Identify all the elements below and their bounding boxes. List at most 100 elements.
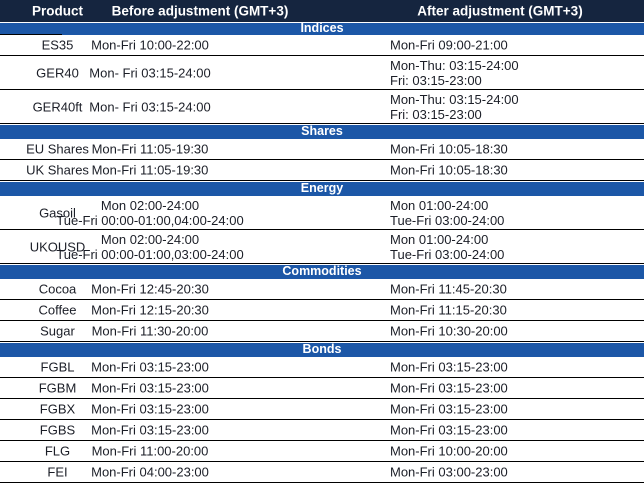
hours-line: Mon-Fri 03:15-23:00 (390, 422, 508, 438)
section-header-energy: Energy (0, 181, 644, 196)
product-cell: Gasoil (39, 205, 76, 220)
table-row: GER40 Mon- Fri 03:15-24:00 Mon-Thu: 03:15-… (0, 56, 644, 90)
product-cell: UKOUSD (29, 239, 86, 254)
hours-line: Fri: 03:15-23:00 (390, 72, 482, 88)
hours-line: Mon- Fri 03:15-24:00 (89, 65, 211, 80)
before-hours-cell: Mon 02:00-24:00 Tue-Fri 00:00-01:00,03:00… (40, 232, 260, 262)
after-hours-cell: Mon-Fri 11:15-20:30 (390, 303, 507, 318)
section-header-indices: Indices (0, 22, 644, 35)
after-hours-cell: Mon-Fri 03:15-23:00 (390, 360, 508, 375)
after-hours-cell: Mon-Thu: 03:15-24:00 Fri: 03:15-23:00 (390, 92, 519, 122)
product-cell: EU Shares (26, 141, 89, 157)
hours-line: Tue-Fri 00:00-01:00,03:00-24:00 (56, 246, 244, 262)
before-hours-cell: Mon- Fri 03:15-24:00 (40, 99, 260, 114)
table-row: UKOUSD Mon 02:00-24:00 Tue-Fri 00:00-01:00… (0, 230, 644, 264)
after-hours-cell: Mon-Fri 10:00-20:00 (390, 444, 508, 459)
hours-line: Mon-Thu: 03:15-24:00 (390, 91, 519, 107)
hours-line: Mon-Fri 10:05-18:30 (390, 141, 508, 157)
after-hours-cell: Mon-Thu: 03:15-24:00 Fri: 03:15-23:00 (390, 58, 519, 88)
after-hours-cell: Mon-Fri 03:15-23:00 (390, 423, 508, 438)
table-header-row: Product Before adjustment (GMT+3) After … (0, 0, 644, 22)
section-header-bonds: Bonds (0, 342, 644, 357)
hours-line: Mon-Fri 04:00-23:00 (91, 464, 209, 480)
hours-line: Tue-Fri 03:00-24:00 (390, 246, 505, 262)
product-cell: FLG (44, 443, 71, 459)
hours-line: Tue-Fri 03:00-24:00 (390, 212, 505, 228)
before-hours-cell: Mon-Fri 11:05-19:30 (40, 163, 260, 178)
header-after-adjustment: After adjustment (GMT+3) (417, 3, 583, 19)
product-cell: FGBM (38, 380, 77, 396)
before-hours-cell: Mon-Fri 11:30-20:00 (40, 324, 260, 339)
table-row: FEI Mon-Fri 04:00-23:00 Mon-Fri 03:00-23:0… (0, 462, 644, 483)
product-cell: FGBX (39, 401, 76, 417)
product-cell: ES35 (41, 37, 74, 53)
table-row: Cocoa Mon-Fri 12:45-20:30 Mon-Fri 11:45-20… (0, 279, 644, 300)
hours-line: Mon-Fri 03:15-23:00 (390, 359, 508, 375)
product-cell: FGBL (40, 359, 75, 375)
header-product: Product (31, 3, 83, 19)
hours-line: Mon- Fri 03:15-24:00 (89, 99, 211, 114)
hours-line: Mon-Fri 11:05-19:30 (91, 141, 209, 157)
hours-line: Mon-Thu: 03:15-24:00 (390, 57, 519, 73)
hours-line: Mon-Fri 10:00-22:00 (91, 37, 209, 53)
before-hours-cell: Mon-Fri 12:15-20:30 (40, 303, 260, 318)
hours-line: Mon 02:00-24:00 (100, 197, 200, 213)
before-hours-cell: Mon 02:00-24:00 Tue-Fri 00:00-01:00,04:00… (40, 198, 260, 228)
before-hours-cell: Mon-Fri 04:00-23:00 (40, 465, 260, 480)
after-hours-cell: Mon 01:00-24:00 Tue-Fri 03:00-24:00 (390, 198, 504, 228)
table-row: Coffee Mon-Fri 12:15-20:30 Mon-Fri 11:15-2… (0, 300, 644, 321)
table-row: Sugar Mon-Fri 11:30-20:00 Mon-Fri 10:30-20… (0, 321, 644, 342)
product-cell: Sugar (40, 323, 75, 339)
after-hours-cell: Mon-Fri 11:45-20:30 (390, 282, 507, 297)
hours-line: Mon-Fri 11:30-20:00 (91, 323, 209, 339)
after-hours-cell: Mon-Fri 10:05-18:30 (390, 163, 508, 178)
table-row: FGBS Mon-Fri 03:15-23:00 Mon-Fri 03:15-23:… (0, 420, 644, 441)
table-row: FGBM Mon-Fri 03:15-23:00 Mon-Fri 03:15-23:… (0, 378, 644, 399)
hours-line: Mon-Fri 11:05-19:30 (91, 162, 209, 178)
after-hours-cell: Mon-Fri 03:15-23:00 (390, 381, 508, 396)
hours-line: Mon-Fri 11:15-20:30 (390, 302, 507, 318)
after-hours-cell: Mon-Fri 03:15-23:00 (390, 402, 508, 417)
table-row: EU Shares Mon-Fri 11:05-19:30 Mon-Fri 10:0… (0, 139, 644, 160)
before-hours-cell: Mon-Fri 03:15-23:00 (40, 381, 260, 396)
table-row: FGBX Mon-Fri 03:15-23:00 Mon-Fri 03:15-23:… (0, 399, 644, 420)
hours-line: Fri: 03:15-23:00 (390, 106, 482, 122)
before-hours-cell: Mon-Fri 03:15-23:00 (40, 360, 260, 375)
product-cell: Cocoa (38, 281, 77, 297)
section-header-shares: Shares (0, 124, 644, 139)
hours-line: Mon-Fri 11:45-20:30 (390, 281, 507, 297)
hours-line: Mon 01:00-24:00 (390, 197, 489, 213)
hours-line: Mon-Fri 03:15-23:00 (390, 401, 508, 417)
hours-line: Mon-Fri 10:00-20:00 (390, 443, 508, 459)
column-border-stub (0, 34, 62, 35)
section-header-commodities: Commodities (0, 264, 644, 279)
hours-line: Mon-Fri 03:15-23:00 (91, 380, 209, 396)
table-row: UK Shares Mon-Fri 11:05-19:30 Mon-Fri 10:0… (0, 160, 644, 181)
table-row: GER40ft Mon- Fri 03:15-24:00 Mon-Thu: 03:1… (0, 90, 644, 124)
table-row: ES35 Mon-Fri 10:00-22:00 Mon-Fri 09:00-21:… (0, 35, 644, 56)
product-cell: Coffee (38, 302, 77, 318)
before-hours-cell: Mon-Fri 12:45-20:30 (40, 282, 260, 297)
product-cell: GER40ft (32, 99, 83, 114)
hours-line: Mon-Fri 12:45-20:30 (91, 281, 209, 297)
before-hours-cell: Mon-Fri 11:00-20:00 (40, 444, 260, 459)
hours-line: Mon-Fri 03:00-23:00 (390, 464, 508, 480)
before-hours-cell: Mon-Fri 11:05-19:30 (40, 142, 260, 157)
table-row: Gasoil Mon 02:00-24:00 Tue-Fri 00:00-01:00… (0, 196, 644, 230)
table-body: Indices ES35 Mon-Fri 10:00-22:00 Mon-Fri 09… (0, 22, 644, 483)
hours-line: Mon 02:00-24:00 (100, 231, 200, 247)
after-hours-cell: Mon-Fri 10:05-18:30 (390, 142, 508, 157)
hours-line: Mon-Fri 03:15-23:00 (390, 380, 508, 396)
before-hours-cell: Mon-Fri 03:15-23:00 (40, 423, 260, 438)
product-cell: FEI (47, 464, 68, 480)
hours-line: Mon-Fri 03:15-23:00 (91, 359, 209, 375)
hours-line: Mon-Fri 09:00-21:00 (390, 37, 508, 53)
hours-line: Mon-Fri 12:15-20:30 (91, 302, 209, 318)
after-hours-cell: Mon 01:00-24:00 Tue-Fri 03:00-24:00 (390, 232, 504, 262)
hours-line: Mon-Fri 10:30-20:00 (390, 323, 508, 339)
hours-line: Mon-Fri 10:05-18:30 (390, 162, 508, 178)
hours-line: Mon-Fri 03:15-23:00 (91, 422, 209, 438)
product-cell: FGBS (39, 422, 76, 438)
hours-line: Tue-Fri 00:00-01:00,04:00-24:00 (56, 212, 244, 228)
